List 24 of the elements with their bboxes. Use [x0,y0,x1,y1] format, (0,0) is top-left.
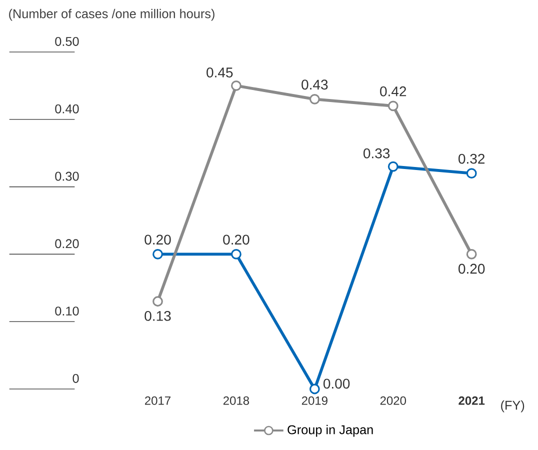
data-label: 0.32 [458,154,484,164]
data-label: 0.45 [206,68,233,78]
y-tick-label: 0.40 [55,104,79,114]
y-tick-label: 0.30 [55,172,79,181]
data-label: 0.42 [380,86,406,96]
legend-label: Group in Japan [288,424,373,437]
x-tick-label: 2019 [302,396,328,405]
data-label: 0.20 [458,264,485,274]
y-tick-label: 0.10 [55,306,79,316]
data-label: 0.20 [144,234,171,245]
x-tick-label: 2018 [223,396,250,405]
x-tick-label: 2021 [458,396,485,405]
data-label: 0.20 [223,234,250,245]
data-label: 0.00 [323,378,350,389]
y-tick-label: 0.20 [55,239,79,248]
data-label: 0.13 [144,310,171,321]
y-tick-label: 0.50 [55,36,79,46]
x-tick-label: 2017 [145,396,170,405]
x-tick-label: 2020 [380,396,406,405]
y-axis-title: (Number of cases /one million hours) [9,8,214,21]
x-axis-title: (FY) [501,400,524,412]
data-label: 0.43 [302,80,328,90]
data-label: 0.33 [363,148,390,158]
y-tick-label: 0 [72,374,79,383]
